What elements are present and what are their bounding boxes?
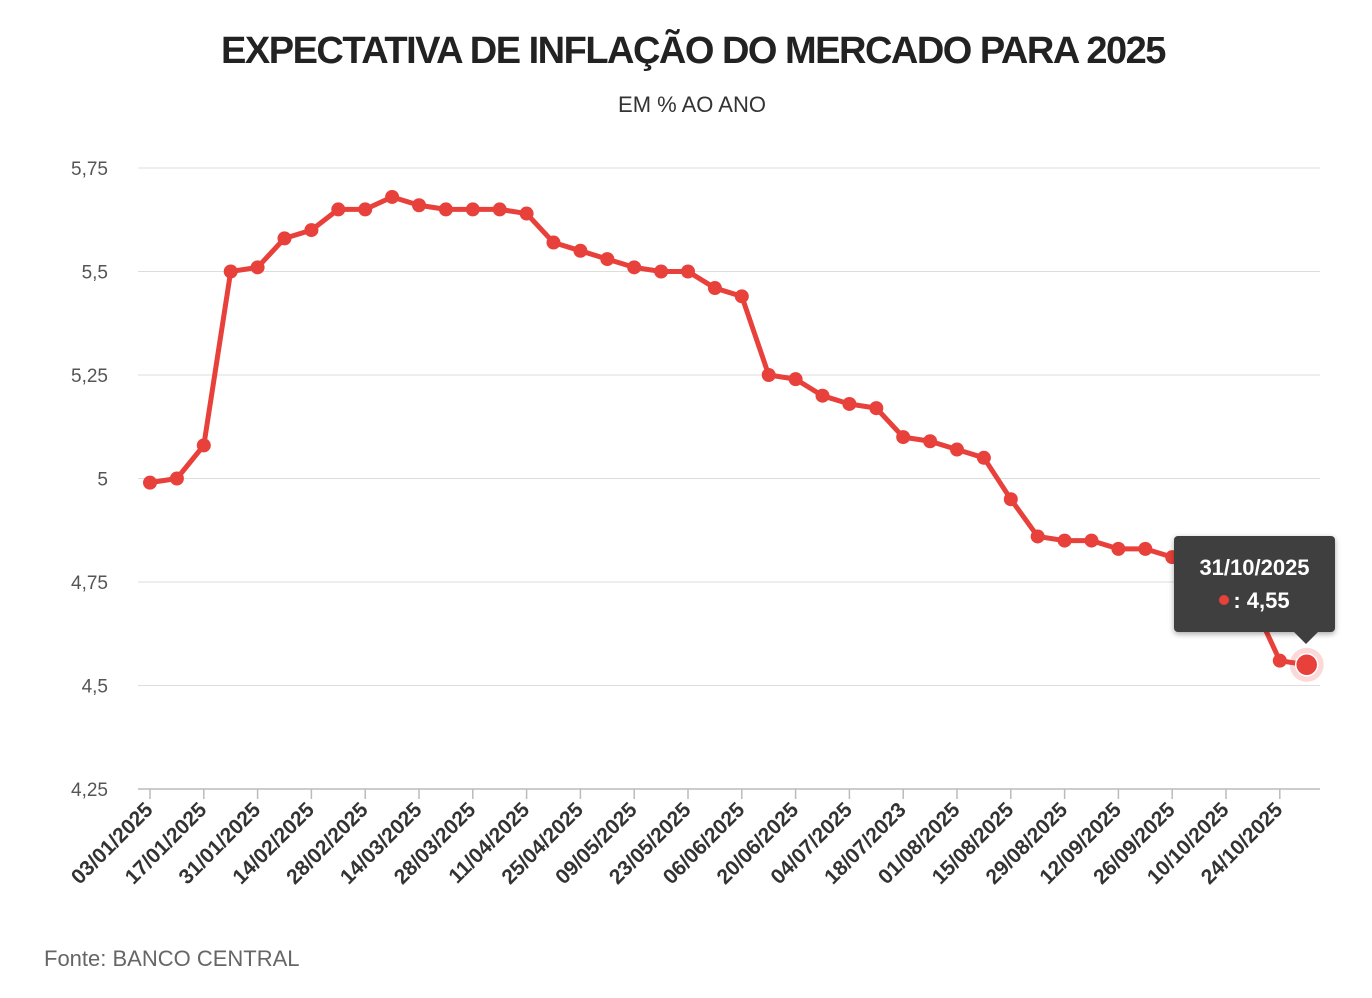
data-point: [143, 475, 157, 490]
data-point: [465, 202, 480, 217]
data-point: [976, 450, 991, 465]
data-point: [950, 442, 964, 457]
data-point: [223, 264, 238, 279]
tooltip-value-row: : 4,55: [1174, 588, 1335, 614]
data-point: [627, 260, 642, 275]
y-tick-label: 5,75: [71, 159, 108, 180]
y-tick-label: 5,25: [71, 366, 108, 387]
data-point: [519, 206, 534, 221]
tooltip-series-dot-icon: [1219, 595, 1230, 606]
data-point: [492, 202, 507, 217]
data-point: [573, 243, 588, 258]
data-point: [815, 388, 830, 403]
data-point: [654, 264, 669, 279]
tooltip-date: 31/10/2025: [1199, 555, 1310, 580]
data-point: [1003, 492, 1018, 507]
data-point: [600, 252, 615, 267]
data-point: [412, 198, 426, 213]
data-point-highlighted: [1294, 653, 1319, 677]
data-point: [1084, 533, 1099, 548]
data-point: [761, 368, 776, 382]
data-point: [304, 223, 319, 238]
data-point: [277, 231, 292, 246]
chart-subtitle: EM % AO ANO: [618, 92, 766, 117]
data-point: [788, 372, 803, 387]
data-point: [1057, 533, 1072, 548]
data-point: [681, 264, 695, 279]
data-point: [546, 235, 561, 250]
data-point: [869, 401, 884, 416]
data-point: [358, 202, 373, 217]
data-point: [896, 430, 911, 445]
y-tick-label: 4,25: [71, 780, 108, 801]
data-point: [923, 434, 938, 449]
data-point: [1030, 529, 1045, 544]
data-point: [385, 189, 400, 204]
data-point: [734, 289, 749, 304]
data-point: [1138, 541, 1153, 556]
data-point: [842, 396, 857, 411]
data-point: [438, 202, 453, 217]
data-point: [331, 202, 346, 217]
tooltip-value: : 4,55: [1233, 588, 1290, 613]
y-tick-label: 4,5: [82, 677, 108, 698]
y-tick-label: 5,5: [82, 263, 108, 284]
chart-title: EXPECTATIVA DE INFLAÇÃO DO MERCADO PARA …: [221, 30, 1166, 72]
data-tooltip: 31/10/2025 : 4,55: [1174, 536, 1335, 644]
y-tick-label: 5: [97, 470, 108, 491]
series-line: [147, 194, 1310, 668]
data-point: [169, 471, 184, 486]
data-point: [250, 260, 265, 275]
data-point: [1111, 541, 1126, 556]
line-chart[interactable]: 4,254,54,7555,255,55,7503/01/202517/01/2…: [0, 0, 1372, 940]
y-tick-label: 4,75: [71, 573, 108, 594]
data-point: [196, 438, 211, 453]
data-point: [1272, 653, 1287, 668]
chart-source: Fonte: BANCO CENTRAL: [44, 946, 300, 971]
data-point: [707, 281, 722, 296]
